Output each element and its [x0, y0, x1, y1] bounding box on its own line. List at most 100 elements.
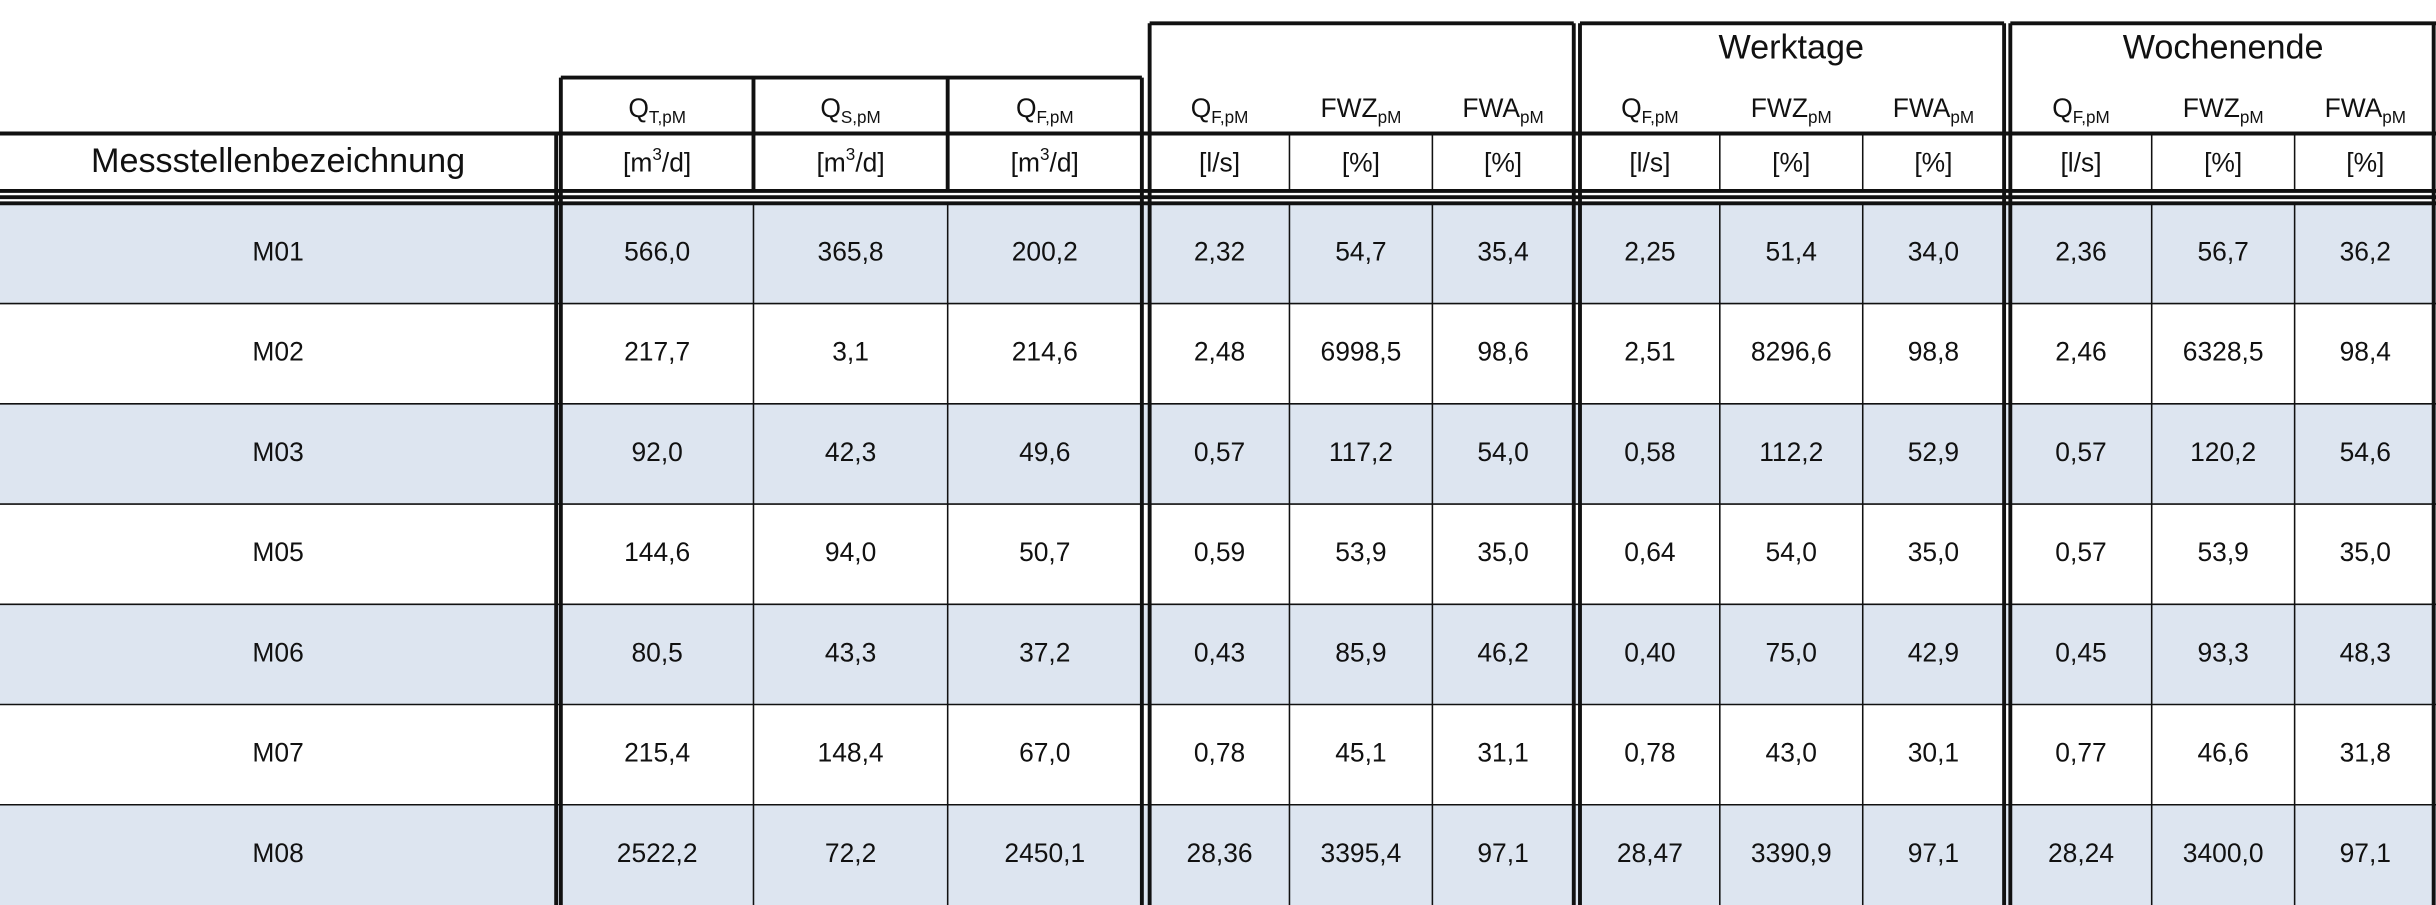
station-name: M01 [252, 236, 303, 266]
unit-text: /d] [662, 148, 691, 178]
cell: 50,7 [1019, 537, 1070, 567]
cell: 117,2 [1329, 437, 1393, 467]
cell: 6328,5 [2183, 337, 2264, 367]
unit: [l/s] [1199, 148, 1240, 178]
unit: [%] [1914, 148, 1952, 178]
cell: 0,77 [2055, 738, 2106, 768]
subscript: pM [1378, 107, 1402, 126]
cell: 48,3 [2340, 637, 2391, 667]
column-header: QF,pM [1191, 93, 1249, 126]
cell: 2,25 [1624, 236, 1675, 266]
symbol: FWZ [1751, 93, 1808, 123]
cell: 35,4 [1477, 236, 1528, 266]
cell: 28,47 [1617, 838, 1683, 868]
superscript: 3 [846, 145, 856, 164]
cell: 144,6 [624, 537, 690, 567]
cell: 80,5 [631, 637, 682, 667]
cell: 97,1 [1908, 838, 1959, 868]
symbol: Q [628, 93, 649, 123]
symbol: FWZ [1320, 93, 1377, 123]
subscript: F,pM [1642, 107, 1679, 126]
symbol: FWA [1462, 93, 1520, 123]
unit-text: [%] [1772, 148, 1810, 178]
symbol: FWZ [2183, 93, 2240, 123]
row-band [0, 804, 2436, 905]
cell: 54,6 [2340, 437, 2391, 467]
subscript: pM [1520, 107, 1544, 126]
cell: 0,78 [1194, 738, 1245, 768]
cell: 45,1 [1335, 738, 1386, 768]
unit-text: [l/s] [1629, 148, 1670, 178]
cell: 85,9 [1335, 637, 1386, 667]
cell: 43,3 [825, 637, 876, 667]
symbol: Q [2052, 93, 2073, 123]
column-header: FWZpM [1751, 93, 1832, 126]
cell: 112,2 [1759, 437, 1823, 467]
cell: 215,4 [624, 738, 690, 768]
cell: 37,2 [1019, 637, 1070, 667]
cell: 43,0 [1766, 738, 1817, 768]
symbol: Q [1016, 93, 1037, 123]
cell: 0,43 [1194, 637, 1245, 667]
station-name: M08 [252, 838, 303, 868]
cell: 42,3 [825, 437, 876, 467]
cell: 98,6 [1477, 337, 1528, 367]
name-header: Messstellenbezeichnung [91, 142, 465, 180]
cell: 0,58 [1624, 437, 1675, 467]
cell: 53,9 [1335, 537, 1386, 567]
unit-text: [l/s] [2060, 148, 2101, 178]
cell: 0,59 [1194, 537, 1245, 567]
cell: 97,1 [1477, 838, 1528, 868]
cell: 30,1 [1908, 738, 1959, 768]
cell: 53,9 [2197, 537, 2248, 567]
unit-text: /d] [1050, 148, 1079, 178]
cell: 0,40 [1624, 637, 1675, 667]
unit: [%] [2346, 148, 2384, 178]
unit: [m3/d] [623, 145, 691, 178]
subscript: pM [1808, 107, 1832, 126]
cell: 365,8 [818, 236, 884, 266]
cell: 3,1 [832, 337, 869, 367]
cell: 0,64 [1624, 537, 1675, 567]
cell: 98,4 [2340, 337, 2391, 367]
cell: 35,0 [1477, 537, 1528, 567]
cell: 75,0 [1766, 637, 1817, 667]
column-header: QF,pM [2052, 93, 2110, 126]
cell: 2522,2 [617, 838, 698, 868]
unit-text: [m [816, 148, 845, 178]
unit: [l/s] [1629, 148, 1670, 178]
unit: [l/s] [2060, 148, 2101, 178]
cell: 98,8 [1908, 337, 1959, 367]
cell: 200,2 [1012, 236, 1078, 266]
superscript: 3 [652, 145, 662, 164]
cell: 120,2 [2190, 437, 2256, 467]
cell: 6998,5 [1321, 337, 1402, 367]
column-header: QF,pM [1621, 93, 1679, 126]
cell: 3395,4 [1321, 838, 1402, 868]
cell: 31,8 [2340, 738, 2391, 768]
cell: 0,57 [2055, 437, 2106, 467]
unit-text: [%] [1342, 148, 1380, 178]
symbol: Q [820, 93, 841, 123]
column-header: QF,pM [1016, 93, 1074, 126]
cell: 2,32 [1194, 236, 1245, 266]
station-name: M07 [252, 738, 303, 768]
symbol: FWA [2325, 93, 2383, 123]
cell: 49,6 [1019, 437, 1070, 467]
unit-text: [%] [1484, 148, 1522, 178]
station-name: M02 [252, 337, 303, 367]
cell: 28,24 [2048, 838, 2114, 868]
subscript: S,pM [841, 107, 881, 126]
cell: 2450,1 [1004, 838, 1085, 868]
cell: 93,3 [2197, 637, 2248, 667]
cell: 3400,0 [2183, 838, 2264, 868]
column-header: QT,pM [628, 93, 686, 126]
subscript: F,pM [1211, 107, 1248, 126]
unit: [%] [1484, 148, 1522, 178]
column-header: FWApM [1462, 93, 1543, 126]
cell: 8296,6 [1751, 337, 1832, 367]
cell: 148,4 [818, 738, 884, 768]
cell: 0,57 [1194, 437, 1245, 467]
cell: 35,0 [2340, 537, 2391, 567]
